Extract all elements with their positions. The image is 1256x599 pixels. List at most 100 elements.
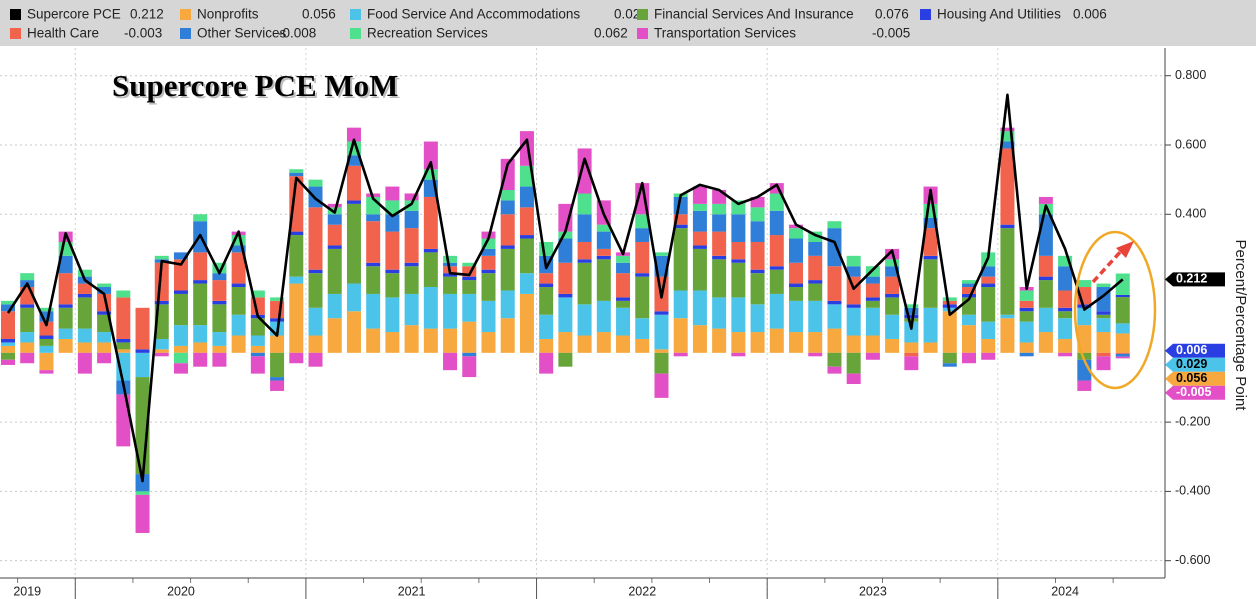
bar-segment <box>97 352 112 364</box>
annotation-arrow <box>1091 248 1124 284</box>
bar-segment <box>827 300 842 305</box>
bar-segment <box>577 335 592 353</box>
bar-segment <box>769 269 784 294</box>
bar-segment <box>97 311 112 315</box>
legend-value: 0.212 <box>130 7 164 22</box>
bar-segment <box>904 304 919 308</box>
bar-segment <box>923 217 938 229</box>
bar-segment <box>404 266 419 294</box>
bar-segment <box>39 307 54 312</box>
bar-segment <box>1 338 15 343</box>
bar-segment <box>443 273 458 277</box>
bar-segment <box>981 287 996 322</box>
bar-segment <box>58 304 73 308</box>
bar-segment <box>616 335 631 353</box>
bar-segment <box>423 196 438 249</box>
bar-segment <box>250 345 265 353</box>
bar-segment <box>116 290 131 298</box>
bar-segment <box>116 349 131 353</box>
bar-segment <box>635 273 650 277</box>
bar-segment <box>904 352 919 357</box>
bar-segment <box>212 345 227 353</box>
value-tag-label: 0.056 <box>1176 371 1207 385</box>
bar-segment <box>20 332 35 343</box>
bar-segment <box>962 287 976 294</box>
bar-segment <box>366 293 381 329</box>
y-tick-label: -0.200 <box>1175 414 1210 428</box>
bar-segment <box>789 287 804 301</box>
bar-segment <box>808 241 823 256</box>
legend-swatch <box>920 9 931 20</box>
bar-segment <box>750 269 765 274</box>
bar-segment <box>731 214 746 242</box>
bar-segment <box>539 283 554 288</box>
bar-segment <box>77 293 92 298</box>
bar-segment <box>346 127 361 142</box>
bar-segment <box>20 342 35 353</box>
bar-segment <box>1000 318 1015 353</box>
bar-segment <box>404 228 419 263</box>
bar-segment <box>635 228 650 242</box>
bar-segment <box>616 300 631 308</box>
bar-segment <box>827 228 842 267</box>
bar-segment <box>1058 311 1073 319</box>
bar-segment <box>423 141 438 170</box>
bar-segment <box>942 352 957 364</box>
bar-segment <box>250 290 265 298</box>
bar-segment <box>827 221 842 229</box>
bar-segment <box>1038 255 1053 277</box>
bar-segment <box>1019 300 1034 308</box>
highlight-ellipse <box>1073 230 1157 390</box>
bar-segment <box>135 474 150 492</box>
bar-segment <box>289 176 304 232</box>
bar-segment <box>692 245 707 249</box>
bar-segment <box>923 228 938 256</box>
bar-segment <box>423 287 438 329</box>
bar-segment <box>270 380 285 391</box>
bar-segment <box>1096 356 1111 371</box>
bar-segment <box>539 314 554 339</box>
bar-segment <box>1 311 15 339</box>
bar-segment <box>1096 318 1111 333</box>
bar-segment <box>635 338 650 353</box>
bar-segment <box>97 332 112 343</box>
bar-segment <box>692 210 707 232</box>
bar-segment <box>231 283 246 288</box>
bar-segment <box>616 273 631 298</box>
bar-segment <box>846 307 861 336</box>
bar-segment <box>519 207 534 236</box>
bar-segment <box>173 293 188 326</box>
y-tick-label: -0.400 <box>1175 484 1210 498</box>
bar-segment <box>385 214 400 232</box>
bar-segment <box>962 283 976 288</box>
bar-segment <box>942 363 957 367</box>
bar-segment <box>1115 323 1130 334</box>
bar-segment <box>481 300 496 333</box>
bar-segment <box>308 179 323 187</box>
bar-segment <box>769 193 784 211</box>
bar-segment <box>250 335 265 346</box>
bar-segment <box>289 283 304 353</box>
legend-value: 0.062 <box>594 26 628 41</box>
bar-segment <box>904 314 919 319</box>
bar-segment <box>58 328 73 339</box>
bar-segment <box>97 342 112 353</box>
legend-label: Supercore PCE <box>27 7 121 22</box>
bar-segment <box>673 352 688 357</box>
bar-segment <box>616 255 631 263</box>
bar-segment <box>39 352 54 371</box>
bar-segment <box>789 262 804 284</box>
bar-segment <box>1000 141 1015 149</box>
bar-segment <box>904 321 919 343</box>
bar-segment <box>885 266 900 277</box>
bar-segment <box>231 245 246 253</box>
bar-segment <box>1 345 15 353</box>
bar-segment <box>173 325 188 346</box>
bar-segment <box>77 269 92 277</box>
bar-segment <box>270 297 285 301</box>
bar-segment <box>20 352 35 364</box>
bar-segment <box>558 203 573 232</box>
legend-swatch <box>350 9 361 20</box>
bar-segment <box>212 262 227 274</box>
